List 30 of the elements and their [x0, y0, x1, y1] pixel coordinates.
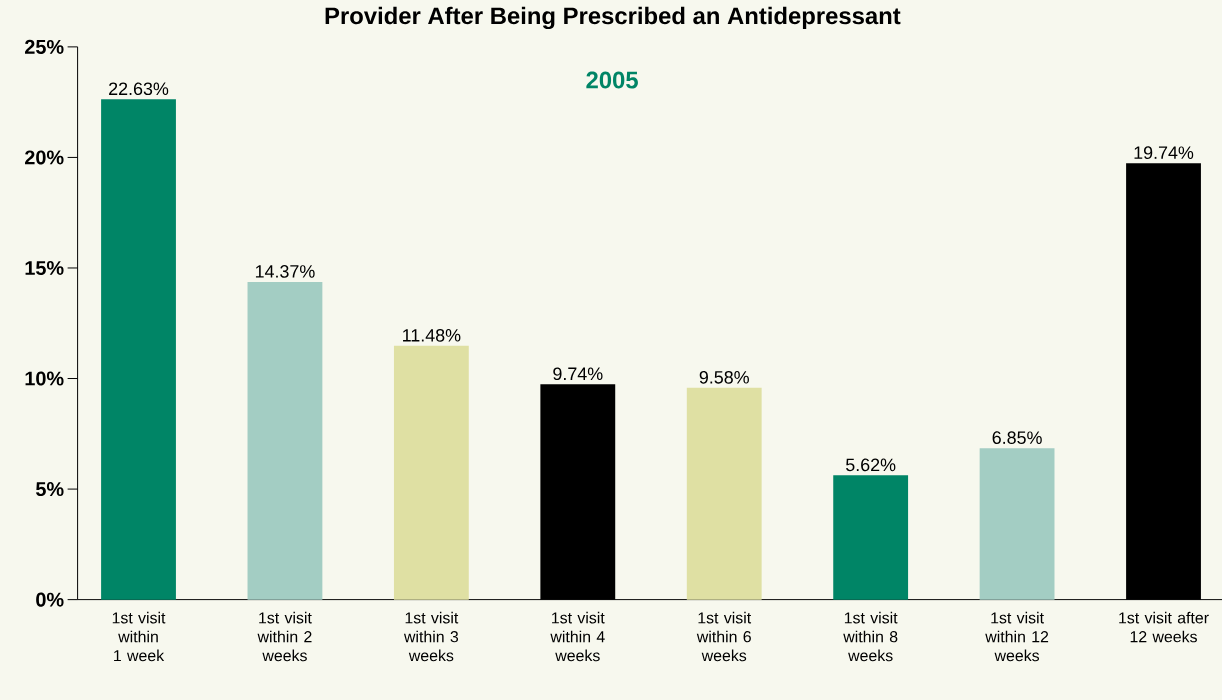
data-label: 9.74%	[553, 367, 603, 380]
x-tick-label: 1st visit within 4 weeks	[550, 611, 605, 662]
x-tick-label: 1st visit within 2 weeks	[257, 611, 312, 662]
y-tick-label: 10%	[25, 371, 64, 386]
y-tick-label: 15%	[25, 260, 64, 275]
bar	[686, 387, 762, 600]
x-tick-label: 1st visit within 8 weeks	[843, 611, 898, 662]
x-tick-label: 1st visit within 3 weeks	[403, 611, 459, 662]
y-tick-label: 25%	[25, 39, 64, 54]
y-tick-label: 0%	[36, 592, 64, 607]
data-label: 22.63%	[109, 82, 169, 95]
x-tick-label: 1st visit within 12 weeks	[985, 611, 1049, 662]
x-tick-label: 1st visit after 12 weeks	[1119, 611, 1209, 643]
bar	[247, 281, 323, 600]
chart-title: Provider After Being Prescribed an Antidepressant	[325, 6, 901, 29]
data-label: 6.85%	[992, 431, 1042, 444]
text: 2005	[586, 71, 638, 89]
bar	[979, 447, 1055, 600]
data-label: 14.37%	[255, 264, 315, 278]
data-label: 19.74%	[1134, 146, 1194, 159]
data-label: 5.62%	[846, 458, 896, 471]
x-tick-label: 1st visit within 1 week	[112, 611, 166, 662]
x-tick-label: 1st visit within 6 weeks	[696, 611, 752, 662]
data-label: 9.58%	[699, 370, 749, 384]
bar	[393, 345, 469, 600]
bar	[833, 475, 909, 600]
y-tick-label: 20%	[25, 150, 64, 165]
y-tick-label: 5%	[35, 481, 64, 496]
data-label: 11.48%	[403, 328, 461, 342]
bar	[101, 99, 176, 600]
